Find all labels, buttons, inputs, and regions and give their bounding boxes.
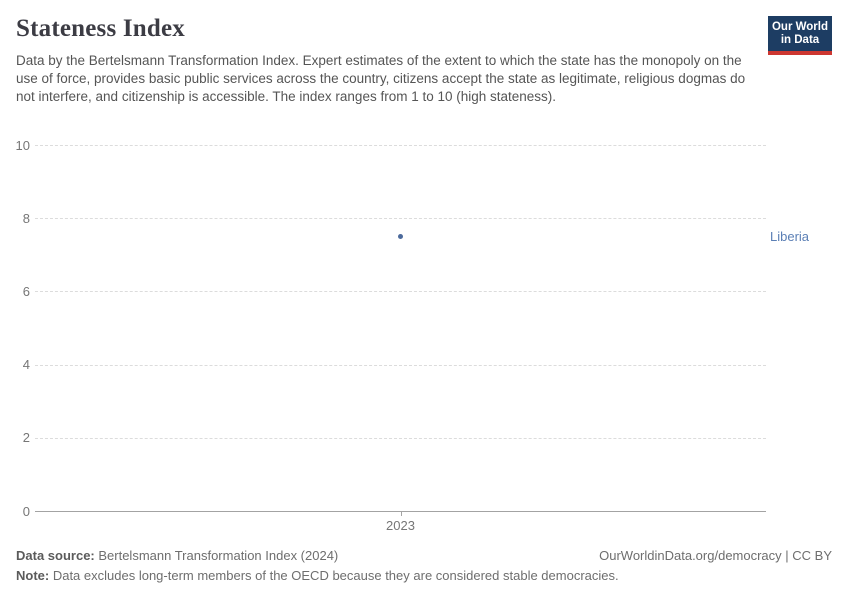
data-point-liberia[interactable]: [398, 234, 403, 239]
chart-subtitle: Data by the Bertelsmann Transformation I…: [16, 53, 746, 105]
gridline: [35, 218, 766, 220]
gridline: [35, 364, 766, 366]
x-axis-tick-label: 2023: [386, 518, 415, 533]
datasource-value[interactable]: Bertelsmann Transformation Index (2024): [94, 548, 339, 563]
gridline: [35, 291, 766, 293]
gridline: [35, 437, 766, 439]
entity-label-liberia[interactable]: Liberia: [770, 228, 810, 244]
owid-logo-line2: in Data: [780, 34, 820, 46]
note-label: Note:: [16, 568, 50, 583]
owid-logo[interactable]: Our World in Data: [768, 16, 832, 55]
footer-link[interactable]: OurWorldinData.org/democracy | CC BY: [599, 548, 832, 563]
footer-note: Note: Data excludes long-term members of…: [16, 568, 619, 583]
datasource-label: Data source:: [16, 548, 95, 563]
y-axis-tick-label: 0: [22, 503, 30, 519]
x-axis-tick-mark: [400, 511, 402, 516]
y-axis-tick-label: 2: [22, 430, 30, 446]
footer-datasource: Data source: Bertelsmann Transformation …: [16, 548, 338, 563]
owid-logo-line1: Our World: [771, 21, 828, 33]
gridline: [35, 145, 766, 146]
note-value: Data excludes long-term members of the O…: [49, 568, 619, 583]
y-axis-tick-label: 4: [22, 357, 30, 373]
page-title: Stateness Index: [16, 15, 185, 42]
y-axis-tick-label: 10: [15, 137, 30, 153]
y-axis-tick-label: 6: [22, 283, 30, 299]
y-axis-tick-label: 8: [22, 210, 30, 226]
